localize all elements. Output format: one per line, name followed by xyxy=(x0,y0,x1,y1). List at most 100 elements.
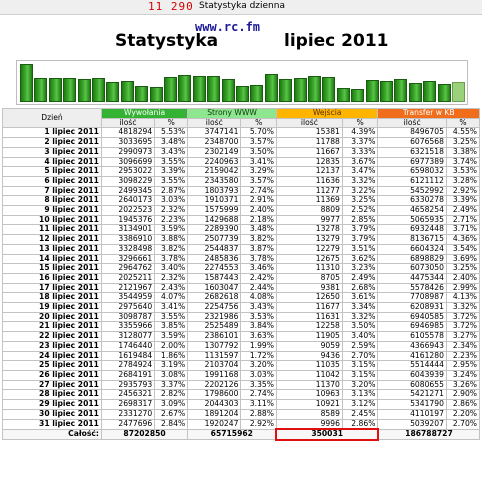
day-cell: 19 lipiec 2011 xyxy=(2,302,102,313)
hits-count: 2331270 xyxy=(100,408,156,420)
day-cell: 4 lipiec 2011 xyxy=(2,156,102,168)
day-cell: 7 lipiec 2011 xyxy=(2,185,102,197)
hits-count: 3096699 xyxy=(100,156,156,168)
transfer-count: 6946985 xyxy=(377,321,447,333)
visits-pct: 3.22% xyxy=(341,185,379,197)
transfer-count: 5452992 xyxy=(377,185,447,197)
table-row: 1 lipiec 2011 4818294 5.53% 3747141 5.70% 153… xyxy=(2,127,481,139)
transfer-pct: 2.70% xyxy=(445,418,481,430)
site-link[interactable]: www.rc.fm xyxy=(195,20,261,34)
pages-pct: 3.11% xyxy=(240,399,277,410)
hits-count: 3328498 xyxy=(100,243,156,255)
visits-count: 12650 xyxy=(275,292,343,304)
chart-bar xyxy=(106,82,120,102)
hits-count: 3386910 xyxy=(100,234,156,245)
table-row: 29 lipiec 2011 2698317 3.09% 2044303 3.11% 10… xyxy=(2,399,481,410)
pages-pct: 2.18% xyxy=(240,214,277,226)
hits-count: 4818294 xyxy=(100,127,156,139)
day-cell: 2 lipiec 2011 xyxy=(2,137,102,148)
transfer-pct: 2.92% xyxy=(445,185,481,197)
transfer-count: 5039207 xyxy=(377,418,447,430)
pages-count: 2544837 xyxy=(187,243,242,255)
hits-pct: 3.59% xyxy=(154,331,189,342)
transfer-count: 6932448 xyxy=(377,224,447,236)
chart-bar xyxy=(452,82,465,102)
hits-count: 3296661 xyxy=(100,253,156,265)
pages-pct: 3.87% xyxy=(240,243,277,255)
transfer-count: 4366943 xyxy=(377,340,447,352)
hits-count: 2025211 xyxy=(100,272,156,284)
table-row: 27 lipiec 2011 2935793 3.37% 2202126 3.35% 11… xyxy=(2,379,481,391)
transfer-count: 8136715 xyxy=(377,234,447,245)
transfer-pct: 3.72% xyxy=(445,311,481,323)
pages-pct: 3.03% xyxy=(240,369,277,381)
hits-count: 1619484 xyxy=(100,350,156,362)
col-header-day: Dzień xyxy=(2,107,102,129)
chart-bar xyxy=(264,74,278,102)
visits-pct: 3.15% xyxy=(341,369,379,381)
transfer-count: 6105578 xyxy=(377,331,447,342)
transfer-count: 4658254 xyxy=(377,205,447,216)
hits-pct: 3.85% xyxy=(154,321,189,333)
transfer-count: 5578426 xyxy=(377,282,447,294)
transfer-pct: 2.40% xyxy=(445,272,481,284)
chart-bar xyxy=(293,78,307,102)
pages-count: 1131597 xyxy=(187,350,242,362)
pages-pct: 3.63% xyxy=(240,331,277,342)
pages-count: 1803793 xyxy=(187,185,242,197)
table-row: 11 lipiec 2011 3134901 3.59% 2289390 3.48% 13… xyxy=(2,224,481,236)
sub-pct: % xyxy=(154,117,189,129)
hits-count: 2953022 xyxy=(100,166,156,177)
day-cell: 24 lipiec 2011 xyxy=(2,350,102,362)
pages-count: 2507739 xyxy=(187,234,242,245)
sub-pct: % xyxy=(341,117,379,129)
hits-count: 3098229 xyxy=(100,175,156,187)
chart-bar xyxy=(236,86,249,102)
chart-bar xyxy=(178,75,192,102)
transfer-count: 5421271 xyxy=(377,389,447,401)
visits-count: 13279 xyxy=(275,234,343,245)
page-title: Statystyka dzienna xyxy=(199,1,285,11)
hits-count: 2640173 xyxy=(100,195,156,207)
chart-bar xyxy=(207,76,221,102)
pages-pct: 3.29% xyxy=(240,166,277,177)
pages-count: 1798600 xyxy=(187,389,242,401)
transfer-pct: 3.38% xyxy=(445,146,481,158)
transfer-count: 5065935 xyxy=(377,214,447,226)
visits-pct: 3.79% xyxy=(341,234,379,245)
transfer-count: 6977389 xyxy=(377,156,447,168)
hits-count: 3544959 xyxy=(100,292,156,304)
pages-count: 2202126 xyxy=(187,379,242,391)
transfer-pct: 2.86% xyxy=(445,399,481,410)
day-cell: 9 lipiec 2011 xyxy=(2,205,102,216)
visits-pct: 3.34% xyxy=(341,302,379,313)
pages-pct: 2.74% xyxy=(240,389,277,401)
total-visits: 350031 xyxy=(275,428,379,441)
day-cell: 14 lipiec 2011 xyxy=(2,253,102,265)
hits-pct: 2.32% xyxy=(154,272,189,284)
transfer-pct: 3.53% xyxy=(445,166,481,177)
visits-count: 10963 xyxy=(275,389,343,401)
visits-count: 11636 xyxy=(275,175,343,187)
transfer-count: 6898829 xyxy=(377,253,447,265)
pages-count: 2485836 xyxy=(187,253,242,265)
pages-count: 2302149 xyxy=(187,146,242,158)
transfer-pct: 3.74% xyxy=(445,156,481,168)
sub-count: ilość xyxy=(275,117,343,129)
transfer-pct: 3.27% xyxy=(445,331,481,342)
pages-count: 1307792 xyxy=(187,340,242,352)
transfer-pct: 3.25% xyxy=(445,137,481,148)
pages-count: 2240963 xyxy=(187,156,242,168)
transfer-pct: 2.95% xyxy=(445,360,481,371)
pages-count: 1891204 xyxy=(187,408,242,420)
visits-pct: 3.15% xyxy=(341,360,379,371)
transfer-pct: 2.34% xyxy=(445,340,481,352)
transfer-count: 8496705 xyxy=(377,127,447,139)
table-row: 14 lipiec 2011 3296661 3.78% 2485836 3.78% 12… xyxy=(2,253,481,265)
hits-pct: 3.88% xyxy=(154,234,189,245)
chart-bar xyxy=(380,81,393,102)
table-row: 8 lipiec 2011 2640173 3.03% 1910371 2.91% 113… xyxy=(2,195,481,207)
hits-pct: 2.84% xyxy=(154,418,189,430)
pages-pct: 1.72% xyxy=(240,350,277,362)
pages-pct: 3.43% xyxy=(240,302,277,313)
